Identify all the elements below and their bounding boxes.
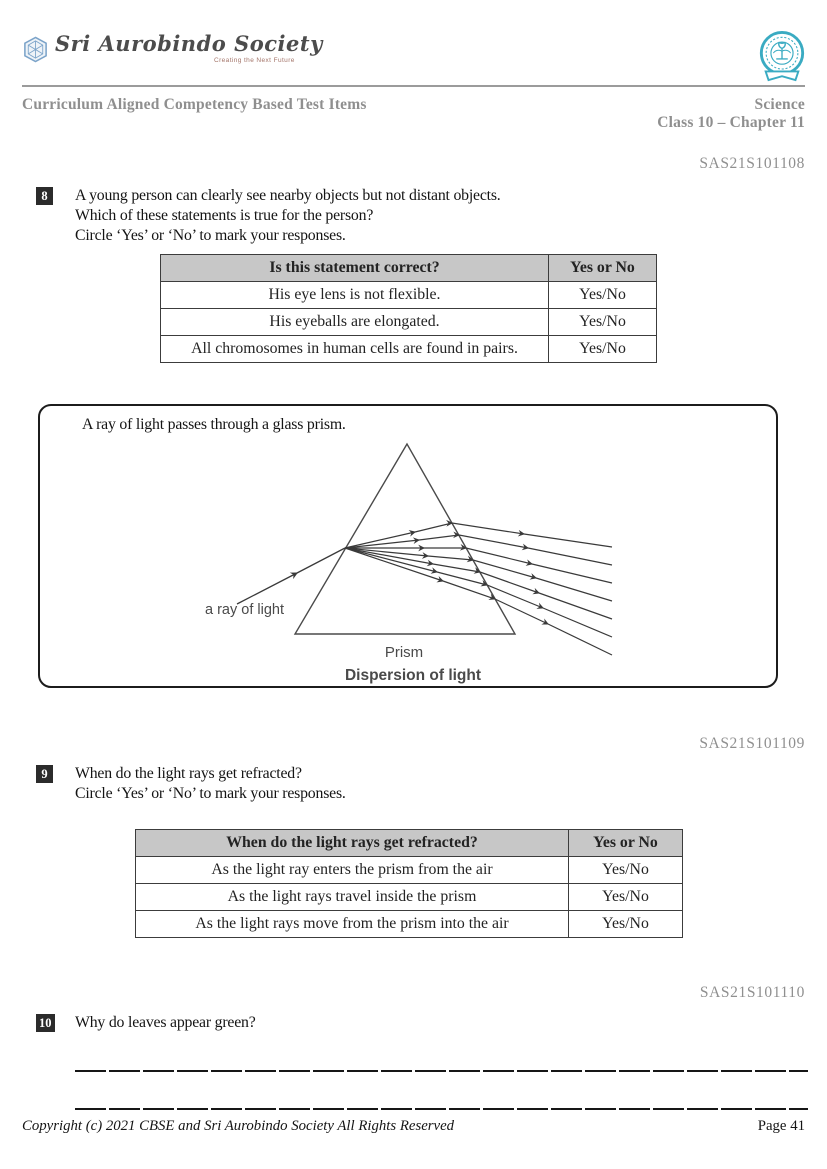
- table-row: As the light rays travel inside the pris…: [135, 883, 683, 911]
- q9-yesno-cell[interactable]: Yes/No: [568, 910, 683, 938]
- question-8-text: A young person can clearly see nearby ob…: [75, 186, 695, 246]
- q8-statement-cell: All chromosomes in human cells are found…: [160, 335, 549, 363]
- table-row: His eye lens is not flexible. Yes/No: [160, 281, 657, 309]
- dispersed-ray: [345, 543, 613, 584]
- q8-statement-cell: His eye lens is not flexible.: [160, 281, 549, 309]
- org-name: Sri Aurobindo Society: [55, 31, 323, 56]
- question-8-line: Circle ‘Yes’ or ‘No’ to mark your respon…: [75, 227, 346, 244]
- q9-table-header-yesno: Yes or No: [568, 829, 683, 857]
- figure-title: Dispersion of light: [345, 667, 481, 684]
- question-9-line: Circle ‘Yes’ or ‘No’ to mark your respon…: [75, 785, 346, 802]
- stimulus-box: A ray of light passes through a glass pr…: [38, 404, 778, 688]
- question-9-line: When do the light rays get refracted?: [75, 765, 302, 782]
- answer-line[interactable]: [75, 1108, 808, 1110]
- question-10-line: Why do leaves appear green?: [75, 1014, 256, 1031]
- prism-label: Prism: [385, 644, 423, 661]
- q8-table-header-yesno: Yes or No: [548, 254, 657, 282]
- item-code-q9: SAS21S101109: [699, 735, 805, 752]
- dispersed-ray: [344, 519, 613, 549]
- q8-yesno-cell[interactable]: Yes/No: [548, 308, 657, 336]
- q9-table-header-statement: When do the light rays get refracted?: [135, 829, 569, 857]
- table-row: As the light ray enters the prism from t…: [135, 856, 683, 884]
- item-code-q8: SAS21S101108: [699, 155, 805, 172]
- q8-statement-cell: His eyeballs are elongated.: [160, 308, 549, 336]
- q9-statement-cell: As the light rays move from the prism in…: [135, 910, 569, 938]
- q9-statement-cell: As the light ray enters the prism from t…: [135, 856, 569, 884]
- org-logo: Sri Aurobindo Society Creating the Next …: [22, 32, 323, 64]
- table-row: As the light rays move from the prism in…: [135, 910, 683, 938]
- footer-page-number: Page 41: [757, 1118, 805, 1134]
- q9-yesno-cell[interactable]: Yes/No: [568, 856, 683, 884]
- question-9-text: When do the light rays get refracted? Ci…: [75, 764, 695, 804]
- question-8-line: A young person can clearly see nearby ob…: [75, 187, 501, 204]
- q8-yesno-cell[interactable]: Yes/No: [548, 281, 657, 309]
- incident-ray: [236, 547, 346, 605]
- figure-caption: A ray of light passes through a glass pr…: [82, 416, 346, 433]
- dispersed-ray: [344, 531, 613, 566]
- prism-dispersion-diagram: a ray of light Prism Dispersion of light: [205, 442, 613, 684]
- question-number-10: 10: [36, 1014, 55, 1032]
- ray-label: a ray of light: [205, 602, 284, 618]
- cbse-logo-icon: [759, 31, 805, 82]
- q9-yesno-cell[interactable]: Yes/No: [568, 883, 683, 911]
- answer-line[interactable]: [75, 1070, 808, 1072]
- question-8-line: Which of these statements is true for th…: [75, 207, 374, 224]
- society-hexagon-icon: [24, 36, 47, 63]
- footer-copyright: Copyright (c) 2021 CBSE and Sri Aurobind…: [22, 1118, 455, 1134]
- question-number-8: 8: [36, 187, 53, 205]
- q9-response-table: When do the light rays get refracted? Ye…: [135, 829, 683, 938]
- item-code-q10: SAS21S101110: [699, 984, 805, 1001]
- question-10-text: Why do leaves appear green?: [75, 1013, 695, 1033]
- q8-yesno-cell[interactable]: Yes/No: [548, 335, 657, 363]
- question-number-9: 9: [36, 765, 53, 783]
- table-header-row: Is this statement correct? Yes or No: [160, 254, 657, 282]
- q8-table-header-statement: Is this statement correct?: [160, 254, 549, 282]
- header-divider: [22, 85, 805, 87]
- header-subject-block: Science Class 10 – Chapter 11: [657, 96, 805, 131]
- table-row: His eyeballs are elongated. Yes/No: [160, 308, 657, 336]
- q8-response-table: Is this statement correct? Yes or No His…: [160, 254, 657, 363]
- org-tagline: Creating the Next Future: [214, 57, 295, 64]
- doc-title: Curriculum Aligned Competency Based Test…: [22, 96, 367, 113]
- table-row: All chromosomes in human cells are found…: [160, 335, 657, 363]
- dispersed-ray: [344, 547, 613, 656]
- q9-statement-cell: As the light rays travel inside the pris…: [135, 883, 569, 911]
- table-header-row: When do the light rays get refracted? Ye…: [135, 829, 683, 857]
- class-chapter-label: Class 10 – Chapter 11: [657, 113, 805, 131]
- subject-label: Science: [754, 96, 805, 113]
